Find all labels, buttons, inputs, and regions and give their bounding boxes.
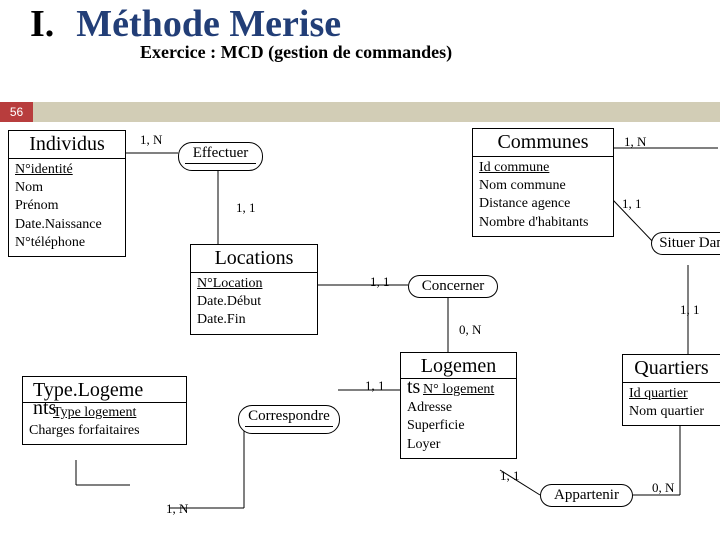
attr: Date.Début xyxy=(197,293,311,311)
attr: Id commune xyxy=(479,159,607,177)
title-number: I. xyxy=(30,2,54,46)
exercise-line: Exercice : MCD (gestion de commandes) xyxy=(140,42,690,63)
relation-correspondre: Correspondre xyxy=(238,405,340,434)
card: 1, 1 xyxy=(500,468,520,484)
entity-title2: nts xyxy=(33,397,56,420)
relation-concerner: Concerner xyxy=(408,275,498,298)
relation-label: Situer Dan xyxy=(658,235,720,252)
card: 1, 1 xyxy=(236,200,256,216)
relation-label: Concerner xyxy=(415,278,491,295)
attr: Adresse xyxy=(407,399,510,417)
card: 1, 1 xyxy=(365,378,385,394)
attr: Distance agence xyxy=(479,195,607,213)
entity-title: Quartiers xyxy=(623,355,720,383)
entity-title: Communes xyxy=(473,129,613,157)
title-area: I. Méthode Merise Exercice : MCD (gestio… xyxy=(30,2,690,63)
entity-logements: Logemen ts N° logement Adresse Superfici… xyxy=(400,352,517,459)
entity-communes: Communes Id commune Nom commune Distance… xyxy=(472,128,614,237)
entity-title: Locations xyxy=(191,245,317,273)
card: 0, N xyxy=(652,480,674,496)
card: 1, N xyxy=(624,134,646,150)
entity-title: Logemen xyxy=(401,353,516,378)
attr: Superficie xyxy=(407,417,510,435)
slide-number-badge: 56 xyxy=(0,102,33,122)
attr: Charges forfaitaires xyxy=(29,422,180,440)
attr: Type logement xyxy=(53,404,180,422)
entity-attrs: N°Location Date.Début Date.Fin xyxy=(191,273,317,334)
entity-title2: ts xyxy=(407,376,420,399)
connector-lines xyxy=(0,0,720,540)
header-bar xyxy=(33,102,720,122)
relation-appartenir: Appartenir xyxy=(540,484,633,507)
relation-label: Appartenir xyxy=(547,487,626,504)
attr: Loyer xyxy=(407,436,510,454)
card: 1, 1 xyxy=(370,274,390,290)
entity-attrs: N°identité Nom Prénom Date.Naissance N°t… xyxy=(9,159,125,256)
attr: Nom xyxy=(15,179,119,197)
attr: N° logement xyxy=(423,381,510,399)
attr: N°téléphone xyxy=(15,234,119,252)
card: 0, N xyxy=(459,322,481,338)
relation-effectuer: Effectuer xyxy=(178,142,263,171)
card: 1, 1 xyxy=(622,196,642,212)
card: 1, N xyxy=(140,132,162,148)
card: 1, 1 xyxy=(680,302,700,318)
attr: N°identité xyxy=(15,161,119,179)
relation-label: Effectuer xyxy=(185,145,256,164)
entity-title: Individus xyxy=(9,131,125,159)
attr: Nombre d'habitants xyxy=(479,214,607,232)
attr: Nom commune xyxy=(479,177,607,195)
entity-individus: Individus N°identité Nom Prénom Date.Nai… xyxy=(8,130,126,257)
attr: Nom quartier xyxy=(629,403,714,421)
attr: Date.Fin xyxy=(197,311,311,329)
attr: Date.Naissance xyxy=(15,216,119,234)
relation-situer: Situer Dan xyxy=(651,232,720,255)
entity-quartiers: Quartiers Id quartier Nom quartier xyxy=(622,354,720,426)
attr: Prénom xyxy=(15,197,119,215)
entity-attrs: Id commune Nom commune Distance agence N… xyxy=(473,157,613,236)
entity-attrs: Id quartier Nom quartier xyxy=(623,383,720,425)
title-text: Méthode Merise xyxy=(76,2,341,46)
relation-label: Correspondre xyxy=(245,408,333,427)
attr: N°Location xyxy=(197,275,311,293)
card: 1, N xyxy=(166,501,188,517)
attr: Id quartier xyxy=(629,385,714,403)
entity-typelogement: Type.Logeme nts Type logement Charges fo… xyxy=(22,376,187,445)
entity-locations: Locations N°Location Date.Début Date.Fin xyxy=(190,244,318,335)
